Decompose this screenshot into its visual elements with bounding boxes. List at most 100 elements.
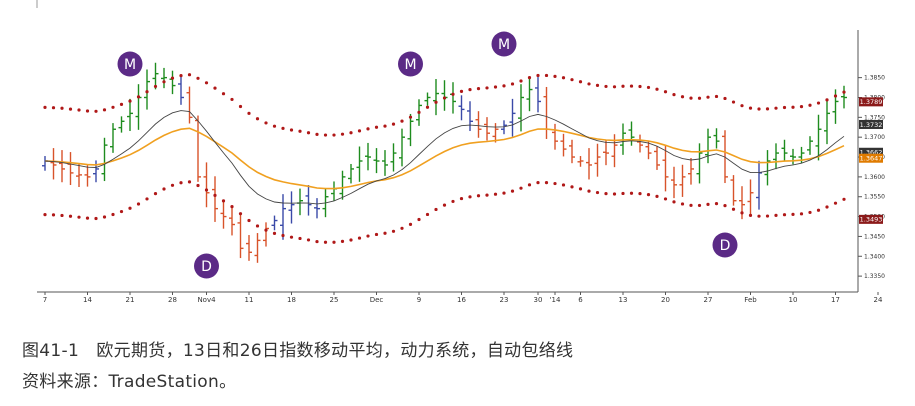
lower-envelope-dot [748, 213, 753, 217]
upper-envelope-dot [485, 86, 489, 90]
lower-envelope-dot [655, 194, 659, 198]
x-tick-label: 13 [619, 296, 628, 304]
price-bar [586, 148, 592, 180]
price-bar [305, 185, 312, 216]
lower-envelope-dot [774, 213, 778, 217]
price-tag-label: 1.3493 [860, 216, 883, 224]
price-bar [50, 148, 57, 180]
lower-envelope-dot [791, 212, 795, 217]
lower-envelope-dot [272, 231, 277, 235]
price-bar [271, 215, 278, 231]
price-bar [356, 146, 363, 182]
upper-envelope-dot [799, 105, 804, 109]
lower-envelope-dot [553, 181, 557, 186]
upper-envelope-dot [77, 108, 81, 112]
x-tick-label: 23 [500, 296, 509, 304]
upper-envelope-dot [425, 105, 430, 109]
upper-envelope-dot [604, 84, 608, 89]
price-tag-label: 1.3662 [860, 149, 883, 157]
lower-envelope-dot [119, 209, 124, 214]
price-tag-label: 1.3732 [860, 121, 883, 129]
lower-envelope-dot [468, 195, 472, 199]
upper-envelope-dot [731, 100, 736, 104]
upper-envelope-dot [230, 97, 234, 102]
lower-envelope-dot [570, 185, 574, 189]
price-bar [492, 123, 499, 143]
price-bar [790, 148, 796, 165]
lower-envelope-dot [510, 189, 515, 193]
upper-envelope-dot [442, 96, 447, 100]
upper-envelope-dot [340, 132, 345, 136]
upper-envelope-dot [493, 85, 498, 89]
lower-envelope-dot [408, 222, 413, 226]
upper-envelope-dot [357, 129, 362, 133]
lower-envelope-dot [604, 191, 608, 196]
upper-envelope-dot [689, 96, 693, 100]
lower-envelope-dot [672, 200, 676, 204]
lower-envelope-dot [383, 231, 387, 235]
lower-envelope-dot [196, 183, 200, 188]
price-bar [475, 111, 482, 138]
price-bar [280, 194, 286, 240]
upper-envelope-dot [748, 106, 753, 110]
price-bar [390, 143, 397, 172]
lower-envelope-dot [85, 216, 90, 220]
price-bar [297, 188, 303, 216]
lower-envelope-dot [315, 239, 319, 244]
price-bar [229, 207, 235, 236]
upper-envelope-dot [765, 107, 770, 111]
upper-envelope-dot [400, 119, 404, 123]
upper-envelope-dot [238, 104, 243, 109]
price-bar [611, 134, 618, 168]
x-tick-label: 20 [661, 296, 670, 304]
lower-envelope-dot [731, 207, 736, 211]
price-bar [662, 145, 669, 192]
lower-envelope-dot [485, 193, 489, 197]
y-tick-label: 1.3700 [864, 134, 885, 141]
price-bar [484, 117, 490, 141]
price-tag [859, 147, 883, 157]
x-tick-label: 25 [330, 296, 339, 304]
x-tick-label: 21 [126, 296, 135, 304]
upper-envelope-dot [612, 85, 617, 89]
lower-envelope-dot [77, 215, 81, 219]
price-bar [560, 133, 567, 157]
upper-envelope-dot [128, 99, 132, 103]
lower-envelope-dot [782, 213, 787, 217]
x-tick-label: 30 [534, 296, 543, 304]
price-bar [220, 201, 227, 229]
price-tag [859, 153, 883, 163]
x-tick-label: 27 [704, 296, 713, 304]
price-bar [552, 123, 558, 150]
upper-envelope-dot [544, 73, 549, 78]
lower-envelope-dot [145, 197, 149, 201]
price-bar [118, 116, 125, 133]
price-bar [696, 143, 703, 184]
price-bar [407, 113, 414, 147]
lower-envelope-dot [646, 193, 651, 197]
upper-envelope-dot [561, 76, 566, 80]
price-bar [424, 92, 431, 106]
upper-envelope-dot [816, 101, 821, 105]
upper-envelope-dot [391, 122, 396, 126]
upper-envelope-dot [94, 109, 98, 113]
upper-envelope-dot [451, 92, 455, 96]
upper-envelope-dot [196, 76, 200, 80]
upper-envelope-dot [510, 82, 515, 86]
lower-envelope-dot [60, 213, 64, 218]
upper-envelope-dot [51, 106, 56, 110]
price-bar [841, 85, 847, 109]
price-bar [645, 140, 652, 160]
upper-envelope-dot [417, 110, 421, 114]
price-bar [339, 170, 346, 200]
lower-envelope-dot [264, 228, 268, 232]
upper-envelope-dot [247, 111, 251, 115]
lower-envelope-dot [417, 217, 421, 222]
lower-envelope-dot [247, 218, 251, 223]
lower-envelope-dot [612, 192, 617, 196]
y-tick-label: 1.3350 [864, 273, 885, 280]
x-tick-label: Dec [370, 296, 384, 304]
lower-envelope-dot [816, 208, 821, 212]
x-tick-label: 7 [43, 296, 47, 304]
